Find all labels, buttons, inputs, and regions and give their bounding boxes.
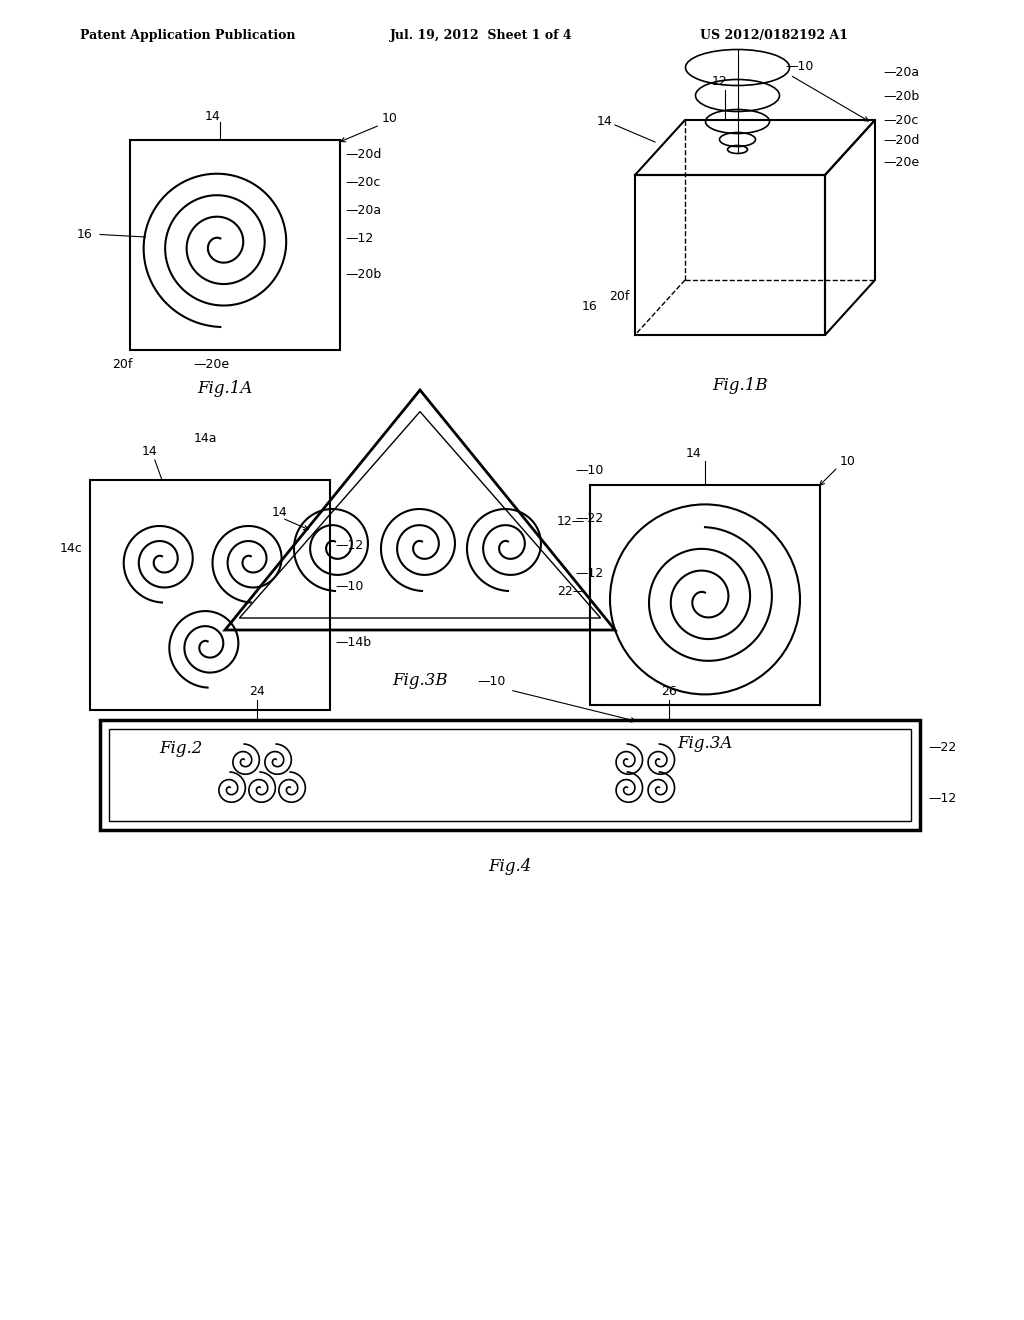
Text: —12: —12 xyxy=(575,568,603,581)
Text: US 2012/0182192 A1: US 2012/0182192 A1 xyxy=(700,29,848,41)
Text: —20e: —20e xyxy=(883,156,920,169)
Text: Fig.2: Fig.2 xyxy=(160,741,203,756)
Text: 10: 10 xyxy=(382,112,398,125)
Text: —12: —12 xyxy=(335,539,364,552)
Text: 10: 10 xyxy=(840,455,856,469)
Text: 12: 12 xyxy=(712,75,728,88)
Text: Fig.4: Fig.4 xyxy=(488,858,531,875)
Text: —22: —22 xyxy=(928,741,956,754)
Text: 14c: 14c xyxy=(59,543,82,556)
Text: —12: —12 xyxy=(928,792,956,805)
Text: 16: 16 xyxy=(76,228,92,242)
Text: Fig.1A: Fig.1A xyxy=(197,380,252,397)
Bar xyxy=(590,484,820,705)
Text: —10: —10 xyxy=(785,59,813,73)
Text: —12: —12 xyxy=(345,231,374,244)
Text: —14b: —14b xyxy=(335,636,371,648)
Text: 20f: 20f xyxy=(112,358,132,371)
Text: —20e: —20e xyxy=(193,358,229,371)
Text: —22: —22 xyxy=(575,512,603,525)
Text: 14: 14 xyxy=(142,445,158,458)
Text: —10: —10 xyxy=(575,465,603,477)
Text: 14: 14 xyxy=(597,115,613,128)
Text: —20d: —20d xyxy=(345,149,381,161)
Text: 14: 14 xyxy=(205,110,220,123)
Text: —20a: —20a xyxy=(345,203,381,216)
Text: —10: —10 xyxy=(477,675,506,688)
Text: Fig.3A: Fig.3A xyxy=(677,735,733,752)
Text: —20b: —20b xyxy=(345,268,381,281)
Text: 20f: 20f xyxy=(609,290,630,304)
Text: —20c: —20c xyxy=(883,114,919,127)
Text: Patent Application Publication: Patent Application Publication xyxy=(80,29,296,41)
Text: 24: 24 xyxy=(249,685,265,698)
Text: Fig.3B: Fig.3B xyxy=(392,672,447,689)
Bar xyxy=(109,729,911,821)
Text: 14: 14 xyxy=(686,447,701,459)
Text: 16: 16 xyxy=(582,300,597,313)
Text: Jul. 19, 2012  Sheet 1 of 4: Jul. 19, 2012 Sheet 1 of 4 xyxy=(390,29,572,41)
Text: —20d: —20d xyxy=(883,133,920,147)
Text: —20b: —20b xyxy=(883,90,920,103)
Bar xyxy=(100,719,920,830)
Text: —10: —10 xyxy=(335,581,364,594)
Text: 12—: 12— xyxy=(557,515,585,528)
Text: 22—: 22— xyxy=(557,585,585,598)
Text: —20c: —20c xyxy=(345,177,380,190)
Text: 14a: 14a xyxy=(194,432,217,445)
Text: Fig.1B: Fig.1B xyxy=(712,378,768,393)
Text: —20a: —20a xyxy=(883,66,920,78)
Text: 14: 14 xyxy=(272,506,288,519)
Text: 26: 26 xyxy=(662,685,677,698)
Bar xyxy=(130,140,340,350)
Bar xyxy=(90,480,330,710)
